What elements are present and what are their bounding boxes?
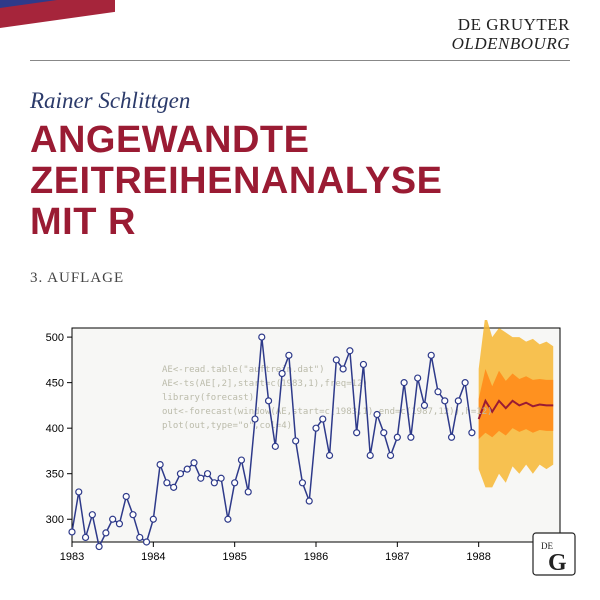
publisher-logo: DE G xyxy=(532,532,576,576)
svg-text:400: 400 xyxy=(46,423,64,435)
logo-text-g: G xyxy=(548,550,567,576)
book-cover: DE GRUYTER OLDENBOURG Rainer Schlittgen … xyxy=(0,0,600,600)
book-title: ANGEWANDTE ZEITREIHENANALYSE MIT R xyxy=(30,120,570,243)
svg-text:1986: 1986 xyxy=(304,551,328,563)
chart-svg: 300 350 400 450 500 1983 1984 1985 1986 1987 1988 A… xyxy=(30,320,570,570)
svg-text:1988: 1988 xyxy=(466,551,490,563)
svg-text:out<-forecast(window(AE,start=: out<-forecast(window(AE,start=c(1983,1),… xyxy=(162,407,493,417)
svg-text:library(forecast): library(forecast) xyxy=(162,393,254,403)
title-line-3: MIT R xyxy=(30,202,570,243)
edition-label: 3. AUFLAGE xyxy=(30,270,124,287)
svg-text:300: 300 xyxy=(46,514,64,526)
author-name: Rainer Schlittgen xyxy=(30,88,190,114)
svg-text:AE<-ts(AE[,2],start=c(1983,1),: AE<-ts(AE[,2],start=c(1983,1),freq=12) xyxy=(162,379,368,389)
horizontal-rule xyxy=(30,60,570,61)
title-line-2: ZEITREIHENANALYSE xyxy=(30,161,570,202)
svg-text:500: 500 xyxy=(46,332,64,344)
svg-text:AE<-read.table("auftrein.dat"): AE<-read.table("auftrein.dat") xyxy=(162,365,325,375)
svg-text:1987: 1987 xyxy=(385,551,409,563)
publisher-line2: OLDENBOURG xyxy=(452,35,570,54)
publisher-block: DE GRUYTER OLDENBOURG xyxy=(452,16,570,53)
svg-text:350: 350 xyxy=(46,469,64,481)
svg-text:1983: 1983 xyxy=(60,551,84,563)
svg-text:1985: 1985 xyxy=(222,551,246,563)
corner-stripes xyxy=(0,0,120,28)
timeseries-chart: 300 350 400 450 500 1983 1984 1985 1986 1987 1988 A… xyxy=(30,320,570,570)
title-line-1: ANGEWANDTE xyxy=(30,120,570,161)
svg-text:450: 450 xyxy=(46,378,64,390)
publisher-line1: DE GRUYTER xyxy=(452,16,570,35)
svg-text:1984: 1984 xyxy=(141,551,165,563)
